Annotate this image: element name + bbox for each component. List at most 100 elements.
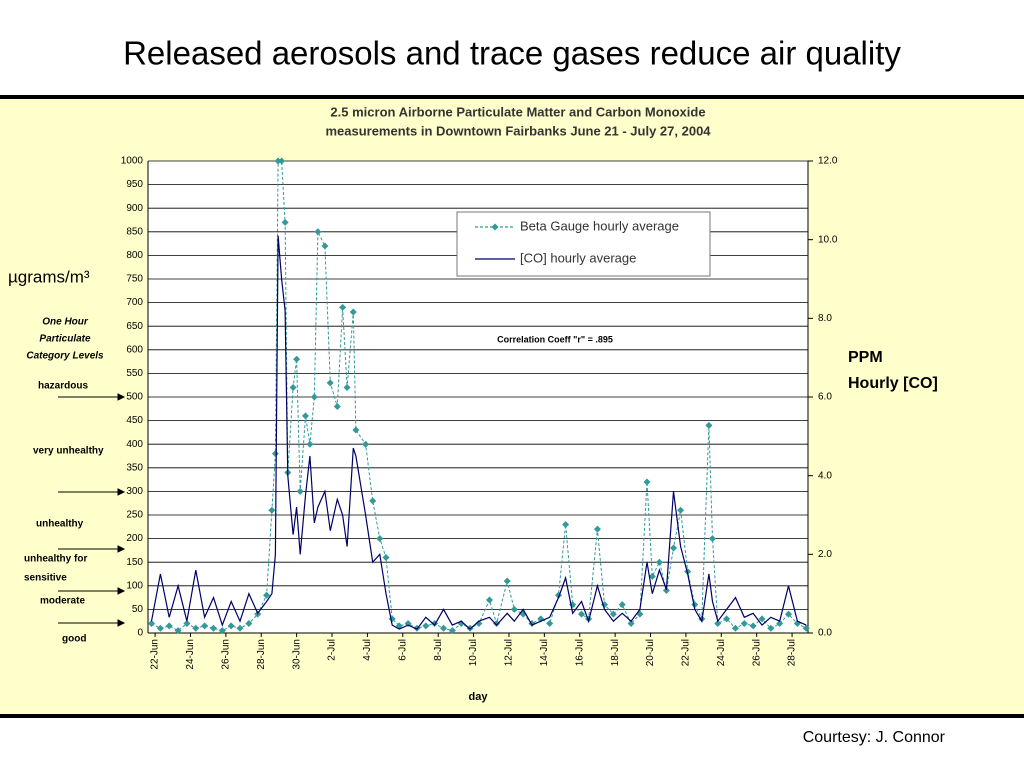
- y2-tick-label: 6.0: [818, 392, 832, 403]
- category-heading-line: Category Levels: [26, 351, 104, 362]
- y-tick-label: 350: [126, 462, 143, 473]
- y-tick-label: 150: [126, 557, 143, 568]
- data-point: [352, 426, 360, 434]
- data-point: [218, 627, 226, 635]
- y-tick-label: 650: [126, 321, 143, 332]
- data-point: [274, 157, 282, 165]
- data-point: [731, 624, 739, 632]
- category-level: good: [62, 634, 86, 645]
- data-point: [767, 624, 775, 632]
- data-point: [475, 620, 483, 628]
- data-point: [278, 157, 286, 165]
- data-point: [236, 624, 244, 632]
- courtesy: Courtesy: J. Connor: [803, 729, 946, 746]
- y2-axis-label: Hourly [CO]: [848, 375, 938, 392]
- data-point: [314, 228, 322, 236]
- data-point: [648, 572, 656, 580]
- y2-tick-label: 2.0: [818, 549, 832, 560]
- x-tick-label: 20-Jul: [645, 639, 656, 666]
- y-tick-label: 850: [126, 226, 143, 237]
- data-point: [486, 596, 494, 604]
- y-tick-label: 900: [126, 203, 143, 214]
- data-point: [148, 620, 156, 628]
- y-tick-label: 800: [126, 250, 143, 261]
- data-point: [296, 487, 304, 495]
- y2-tick-label: 8.0: [818, 313, 832, 324]
- data-point: [321, 242, 329, 250]
- x-tick-label: 22-Jul: [681, 639, 692, 666]
- x-tick-label: 30-Jun: [291, 639, 302, 670]
- chart-title-line: 2.5 micron Airborne Particulate Matter a…: [330, 104, 705, 119]
- y-tick-label: 0: [137, 628, 143, 639]
- data-point: [192, 624, 200, 632]
- data-point: [326, 379, 334, 387]
- y-tick-label: 250: [126, 510, 143, 521]
- series-line: [150, 235, 807, 630]
- x-tick-label: 18-Jul: [610, 639, 621, 666]
- legend-label: Beta Gauge hourly average: [520, 218, 679, 233]
- data-point: [293, 355, 301, 363]
- data-point: [174, 627, 182, 635]
- y-tick-label: 500: [126, 392, 143, 403]
- data-point: [510, 605, 518, 613]
- data-point: [301, 412, 309, 420]
- category-arrows: [58, 393, 126, 627]
- data-point: [227, 622, 235, 630]
- arrow-head: [117, 619, 126, 627]
- data-point: [343, 384, 351, 392]
- data-point: [723, 615, 731, 623]
- data-point: [339, 303, 347, 311]
- category-level: very unhealthy: [33, 446, 104, 457]
- y2-tick-label: 4.0: [818, 470, 832, 481]
- data-point: [749, 622, 757, 630]
- data-point: [422, 622, 430, 630]
- category-heading-line: Particulate: [39, 334, 91, 345]
- x-tick-label: 26-Jun: [220, 639, 231, 670]
- data-point: [245, 620, 253, 628]
- data-point: [306, 440, 314, 448]
- x-tick-label: 24-Jul: [716, 639, 727, 666]
- data-point: [593, 525, 601, 533]
- data-point: [627, 620, 635, 628]
- x-tick-label: 16-Jul: [574, 639, 585, 666]
- data-point: [271, 450, 279, 458]
- data-point: [333, 402, 341, 410]
- data-point: [382, 553, 390, 561]
- y2-tick-label: 10.0: [818, 234, 838, 245]
- legend-label: [CO] hourly average: [520, 250, 636, 265]
- y-tick-label: 550: [126, 368, 143, 379]
- y-tick-label: 300: [126, 486, 143, 497]
- data-point: [268, 506, 276, 514]
- legend-marker: [491, 223, 499, 231]
- y-tick-label: 750: [126, 274, 143, 285]
- x-tick-label: 2-Jul: [327, 639, 338, 661]
- x-tick-label: 8-Jul: [433, 639, 444, 661]
- chart-title-line: measurements in Downtown Fairbanks June …: [325, 123, 711, 138]
- y-tick-label: 50: [132, 604, 144, 615]
- x-tick-label: 28-Jul: [787, 639, 798, 666]
- data-point: [281, 218, 289, 226]
- category-level: moderate: [40, 596, 85, 607]
- y-tick-label: 950: [126, 179, 143, 190]
- data-point: [289, 384, 297, 392]
- data-point: [609, 610, 617, 618]
- data-point: [209, 624, 217, 632]
- data-point: [156, 624, 164, 632]
- y2-tick-label: 0.0: [818, 628, 832, 639]
- y-tick-label: 200: [126, 533, 143, 544]
- arrow-head: [117, 545, 126, 553]
- category-heading-line: One Hour: [42, 317, 89, 328]
- data-point: [785, 610, 793, 618]
- legend-box: [456, 211, 711, 277]
- arrow-head: [117, 393, 126, 401]
- data-point: [201, 622, 209, 630]
- y-axis-label: µgrams/m³: [8, 267, 90, 286]
- data-point: [705, 421, 713, 429]
- x-tick-label: 24-Jun: [185, 639, 196, 670]
- x-tick-label: 14-Jul: [539, 639, 550, 666]
- y-tick-label: 700: [126, 297, 143, 308]
- data-point: [183, 620, 191, 628]
- data-point: [369, 497, 377, 505]
- category-level: unhealthy: [36, 519, 84, 530]
